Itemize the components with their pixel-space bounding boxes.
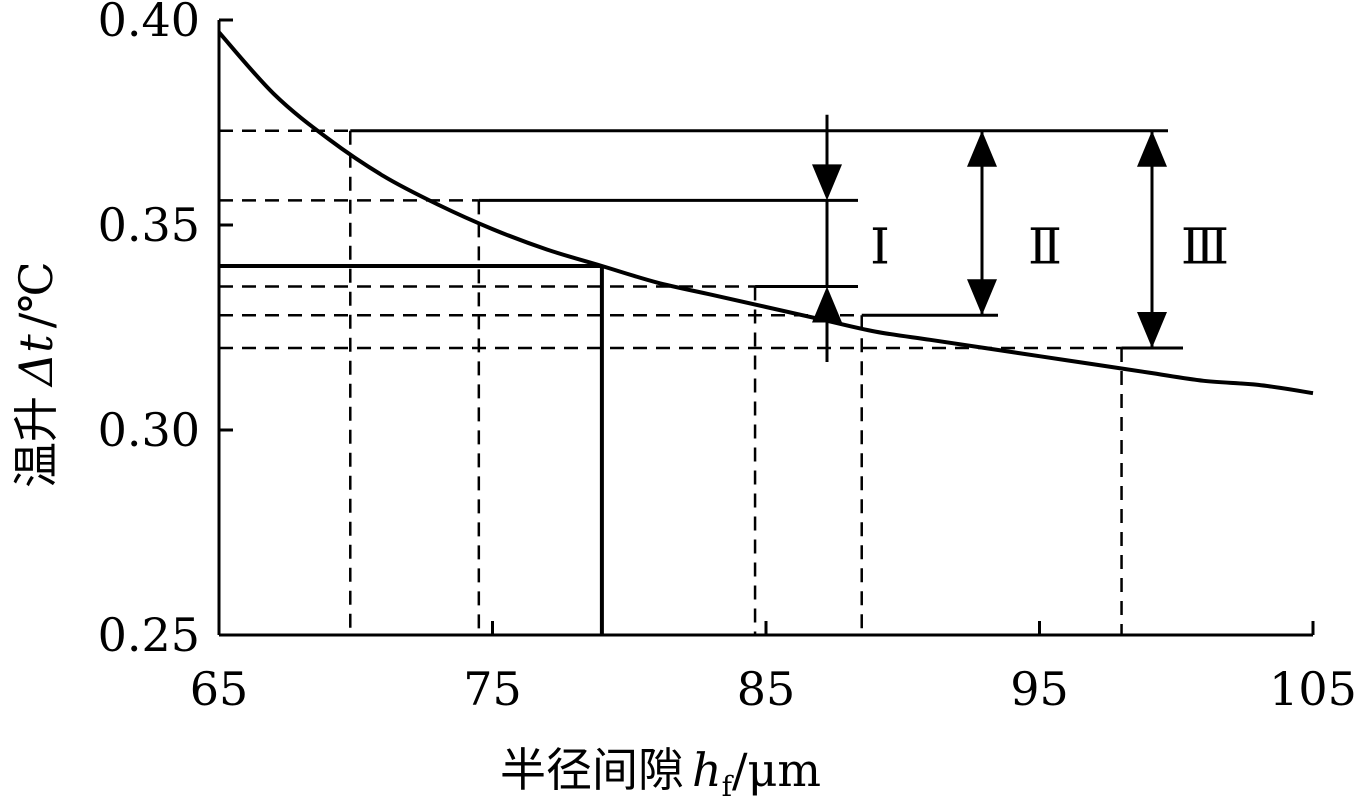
range-iii-arrow-down xyxy=(1137,312,1167,348)
x-axis-title-var: h xyxy=(692,743,722,797)
range-iii-label: Ⅲ xyxy=(1181,218,1229,276)
y-axis-title-unit: /℃ xyxy=(9,261,63,328)
y-tick-label-1: 0.30 xyxy=(98,403,200,457)
y-tick-label-3: 0.40 xyxy=(98,0,200,47)
y-tick-label-2: 0.35 xyxy=(98,198,200,252)
range-i-label: Ⅰ xyxy=(870,218,890,276)
y-axis-title: 温升 Δt /℃ xyxy=(9,261,63,488)
x-axis-title-unit: /μm xyxy=(732,743,821,797)
x-tick-label-1: 75 xyxy=(463,662,522,716)
x-tick-label-2: 85 xyxy=(737,662,796,716)
temperature-rise-curve xyxy=(217,30,1314,396)
range-i-arrow-down xyxy=(812,164,842,201)
labels-layer: 65 75 85 95 105 0.25 0.30 0.35 0.40 xyxy=(98,0,1357,716)
range-ii-arrow-down xyxy=(967,279,997,316)
y-axis-title-text: 温升 xyxy=(9,396,63,488)
y-tick-label-0: 0.25 xyxy=(98,608,200,662)
range-iii-arrow-up xyxy=(1137,130,1167,167)
ticks-layer xyxy=(217,18,1315,637)
x-tick-label-4: 105 xyxy=(1269,662,1357,716)
x-axis-title: 半径间隙 hf/μm xyxy=(500,743,821,802)
annotations-layer: Ⅰ Ⅱ Ⅲ xyxy=(219,114,1229,635)
range-ii-arrow-up xyxy=(967,130,997,167)
x-axis-title-text: 半径间隙 xyxy=(500,743,684,797)
range-i-arrow-up xyxy=(812,286,842,323)
range-ii-label: Ⅱ xyxy=(1028,218,1062,276)
x-tick-label-0: 65 xyxy=(190,662,249,716)
x-axis-title-sub: f xyxy=(722,770,735,802)
x-tick-label-3: 95 xyxy=(1010,662,1069,716)
y-axis-title-var: Δt xyxy=(9,334,63,388)
